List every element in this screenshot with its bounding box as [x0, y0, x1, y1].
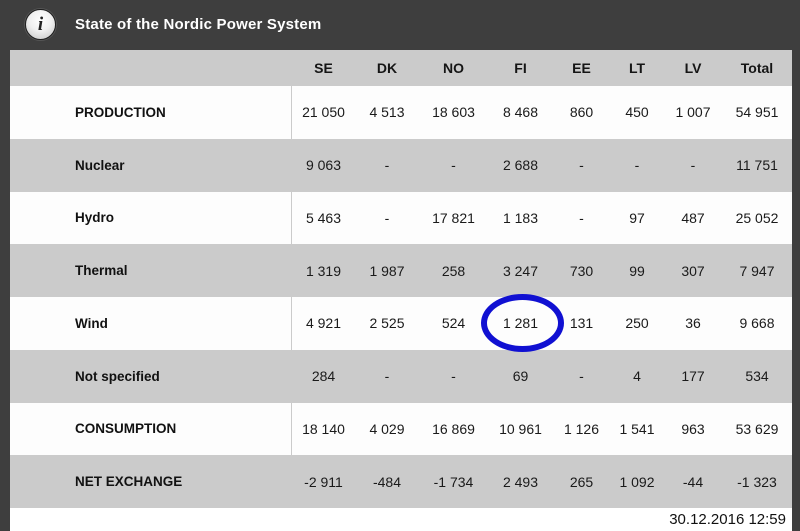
- cell: 4: [633, 368, 641, 385]
- cell: 258: [441, 262, 466, 279]
- cell: 131: [569, 315, 594, 332]
- cell: -1 734: [433, 473, 474, 490]
- cell: 7 947: [739, 262, 775, 279]
- cell: 36: [685, 315, 701, 332]
- cell: -484: [372, 473, 402, 490]
- cell: 18 140: [302, 420, 345, 437]
- col-header-se: SE: [314, 60, 333, 76]
- cell: -: [384, 209, 390, 226]
- cell: 3 247: [502, 262, 539, 279]
- row-label: Wind: [10, 297, 292, 350]
- cell: 21 050: [302, 104, 345, 121]
- table-row-net-exchange: NET EXCHANGE -2 911 -484 -1 734 2 493 26…: [10, 455, 792, 508]
- table-row-production: PRODUCTION 21 050 4 513 18 603 8 468 860…: [10, 86, 792, 139]
- cell: 284: [311, 368, 336, 385]
- col-header-dk: DK: [376, 60, 398, 76]
- cell: -: [579, 209, 584, 226]
- cell: -: [384, 368, 390, 385]
- col-header-lt: LT: [628, 60, 646, 76]
- col-header-ee: EE: [572, 60, 591, 76]
- info-icon[interactable]: i: [25, 9, 56, 40]
- cell: 10 961: [499, 420, 542, 437]
- cell: 8 468: [502, 104, 539, 121]
- col-header-total: Total: [740, 60, 774, 76]
- cell: 17 821: [432, 209, 475, 226]
- cell: 1 126: [563, 420, 600, 437]
- cell: 1 987: [369, 262, 405, 279]
- cell: 1 541: [619, 420, 655, 437]
- col-header-fi: FI: [514, 60, 527, 76]
- cell: 307: [681, 262, 705, 279]
- cell-wind-fi-highlighted: 1 281: [502, 315, 539, 332]
- cell: -44: [682, 473, 704, 490]
- table-row-thermal: Thermal 1 319 1 987 258 3 247 730 99 307…: [10, 244, 792, 297]
- cell: 25 052: [735, 209, 779, 226]
- cell: -1 323: [737, 473, 777, 490]
- cell: -: [690, 157, 696, 174]
- cell: 4 921: [305, 315, 342, 332]
- cell: -: [579, 157, 584, 174]
- cell: 487: [681, 209, 705, 226]
- cell: -: [451, 368, 456, 385]
- cell: 963: [681, 420, 705, 437]
- cell: 2 493: [502, 473, 539, 490]
- cell: 265: [569, 473, 594, 490]
- cell: 97: [629, 209, 645, 226]
- cell: 860: [569, 104, 594, 121]
- cell: 730: [569, 262, 594, 279]
- col-header-no: NO: [443, 60, 464, 76]
- table-row-wind: Wind 4 921 2 525 524 1 281 131 250 36 9 …: [10, 297, 792, 350]
- row-label: Thermal: [75, 263, 128, 279]
- timestamp: 30.12.2016 12:59: [669, 511, 786, 528]
- cell: -: [384, 157, 390, 174]
- cell: 1 319: [305, 262, 342, 279]
- cell: 69: [512, 368, 529, 385]
- cell: 2 688: [502, 157, 539, 174]
- cell: 9 063: [305, 157, 342, 174]
- cell: 5 463: [305, 209, 342, 226]
- cell: 1 183: [502, 209, 539, 226]
- cell: 1 007: [675, 104, 711, 121]
- col-header-lv: LV: [684, 60, 702, 76]
- table-header-row: SE DK NO FI EE LT LV Total: [10, 50, 792, 86]
- row-label: Not specified: [75, 368, 160, 384]
- footer-strip: 30.12.2016 12:59: [10, 508, 792, 531]
- table-row-nuclear: Nuclear 9 063 - - 2 688 - - - 11 751: [10, 138, 792, 192]
- cell: 53 629: [735, 420, 779, 437]
- cell: 1 092: [619, 473, 655, 490]
- cell: 99: [629, 262, 645, 279]
- cell: 9 668: [739, 315, 775, 332]
- cell: 4 029: [369, 420, 405, 437]
- cell: 16 869: [432, 420, 475, 437]
- cell: -2 911: [304, 473, 343, 490]
- cell: 534: [745, 368, 769, 385]
- power-table: SE DK NO FI EE LT LV Total PRODUCTION 21…: [10, 50, 792, 508]
- titlebar: i State of the Nordic Power System: [0, 0, 800, 49]
- row-label: NET EXCHANGE: [75, 474, 183, 490]
- table-row-consumption: CONSUMPTION 18 140 4 029 16 869 10 961 1…: [10, 402, 792, 456]
- row-label: Nuclear: [75, 157, 125, 173]
- cell: -: [634, 157, 640, 174]
- row-label: PRODUCTION: [10, 86, 292, 139]
- cell: 4 513: [369, 104, 405, 121]
- cell: 11 751: [736, 157, 778, 174]
- row-label: Hydro: [10, 191, 292, 245]
- cell: 450: [625, 104, 649, 121]
- page-title: State of the Nordic Power System: [75, 16, 322, 33]
- row-label: CONSUMPTION: [10, 402, 292, 456]
- cell: 54 951: [735, 104, 779, 121]
- cell: 18 603: [432, 104, 475, 121]
- cell: 250: [625, 315, 649, 332]
- cell: 2 525: [369, 315, 405, 332]
- cell: -: [579, 368, 584, 385]
- table-row-not-specified: Not specified 284 - - 69 - 4 177 534: [10, 349, 792, 403]
- cell: 177: [681, 368, 705, 385]
- table-row-hydro: Hydro 5 463 - 17 821 1 183 - 97 487 25 0…: [10, 191, 792, 245]
- cell: -: [451, 157, 456, 174]
- corner-cell: [10, 50, 292, 86]
- cell: 524: [441, 315, 466, 332]
